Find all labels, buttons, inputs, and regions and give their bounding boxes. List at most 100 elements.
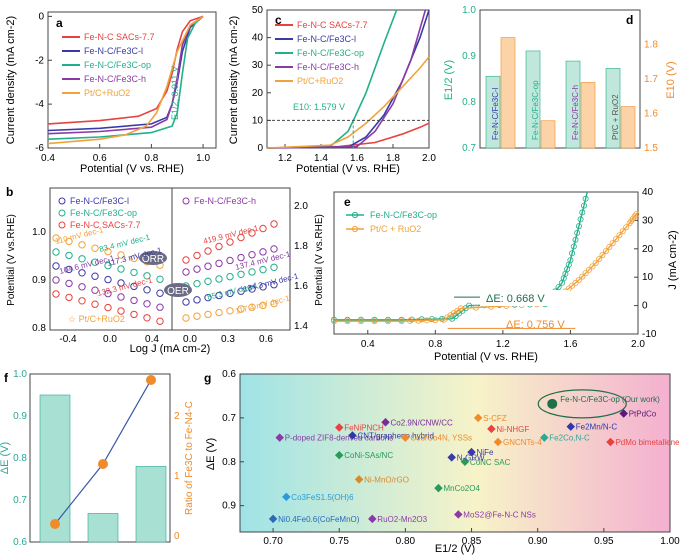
series-marker: [577, 216, 584, 223]
y-tick-label: 0.7: [222, 413, 236, 424]
oer-marker: [193, 265, 201, 273]
y-tick-label-left: 1.0: [32, 227, 46, 238]
scatter-label: Co3FeS1.5(OH)6: [291, 493, 354, 502]
panel-a-letter: a: [56, 16, 63, 30]
oer-marker: [215, 291, 223, 300]
oer-marker: [248, 268, 256, 276]
series-marker: [567, 257, 574, 264]
series-marker: [572, 279, 579, 286]
orr-marker: [143, 286, 151, 294]
scatter-label: CoNi-SAs/NC: [344, 451, 393, 460]
scatter-label: PdMo bimetallene: [615, 438, 680, 447]
x-tick-label: 2.0: [631, 339, 645, 350]
y-tick-label-left: 0.8: [13, 453, 27, 464]
scatter-point: [268, 514, 278, 524]
legend-label: Fe-N-C/Fe3C-h: [194, 196, 256, 206]
y-tick-label: 0: [38, 11, 44, 22]
oer-marker: [270, 263, 278, 271]
scatter-label: GNCNTs-4: [503, 438, 542, 447]
legend-label: Fe-N-C/Fe3C-op: [84, 60, 151, 70]
oer-marker: [237, 270, 245, 279]
scatter-label: N-GRW: [457, 453, 485, 462]
x-tick-label: 1.2: [496, 339, 510, 350]
x-tick-label: 0.95: [594, 536, 614, 547]
y-tick-label-left: 1.0: [13, 369, 27, 380]
oer-marker: [248, 251, 256, 259]
oer-marker: [270, 281, 278, 289]
oer-marker: [215, 259, 223, 268]
legend-label: Fe-N-C/Fe3C-h: [297, 62, 359, 72]
panel-e-chart: e 0.4 0.8 1.2 1.6 2.0-10 0 10 20 30 40 Fe-N-C/Fe3…: [331, 187, 679, 363]
orr-marker: [65, 265, 73, 274]
scatter-label: CNT/graphene hybrid: [357, 431, 433, 440]
series-marker: [579, 273, 586, 280]
scatter-label: Ni-NHGF: [496, 425, 529, 434]
series-marker: [555, 284, 562, 291]
orr-marker: [117, 265, 125, 273]
oer-marker: [226, 289, 234, 298]
scatter-label: Fe2Mn/N-C: [576, 423, 618, 432]
delta-e-bar: [39, 394, 71, 543]
panel-a-annotation: E1/2: 0.911 V: [170, 66, 180, 120]
oer-marker: [259, 265, 267, 274]
oer-marker: [259, 283, 267, 291]
panel-c-frame: [266, 9, 430, 149]
scatter-label: MnCo2O4: [443, 484, 480, 493]
series-marker: [602, 248, 609, 255]
panel-b-ylabel-right: Potential (V vs.RHE): [314, 214, 325, 306]
y-tick-label-right: 2: [174, 411, 180, 422]
legend-label: Fe-N-C SACs-7.7: [297, 20, 368, 30]
y-tick-label-left: 0.9: [462, 51, 476, 62]
y-tick-label-right: 1.6: [294, 281, 308, 292]
scatter-point: [434, 483, 443, 493]
series-marker: [408, 316, 415, 323]
x-tick-label: 0.4: [145, 334, 159, 345]
y-tick-label: 0: [642, 301, 648, 312]
series-line: [266, 9, 427, 149]
x-tick-label: 0.90: [528, 536, 548, 547]
oer-marker: [259, 224, 267, 233]
series-marker: [579, 209, 586, 216]
orr-badge: [139, 251, 167, 265]
y-tick-label-left: 1.0: [462, 5, 476, 16]
series-line: [47, 15, 204, 145]
x-tick-label: -0.4: [59, 334, 77, 345]
bar-category-label: Fe-N-C/Fe3C-h: [571, 85, 580, 140]
series-marker: [331, 318, 337, 325]
y-tick-label: 0.9: [222, 501, 236, 512]
orr-marker: [130, 296, 138, 305]
bar-e10: [540, 120, 556, 149]
series-marker: [572, 236, 579, 243]
legend-label: Fe-N-C/Fe3C-h: [84, 74, 146, 84]
oer-badge-label: OER: [167, 286, 189, 297]
y-tick-label: 40: [252, 33, 264, 44]
series-marker: [570, 243, 577, 250]
orr-marker: [52, 290, 60, 298]
scatter-label: CoNC SAC: [470, 458, 511, 467]
panel-e-frame: [333, 191, 639, 335]
ptc-legend-label: ☆ Pt/C+RuO2: [68, 314, 125, 324]
series-marker: [582, 195, 589, 202]
bar-e12: [605, 68, 621, 149]
x-tick-label: 0.3: [221, 334, 235, 345]
orr-marker: [52, 234, 60, 242]
series-marker: [398, 318, 405, 325]
scatter-label: FeNiPNCH: [344, 424, 384, 433]
orr-marker: [65, 279, 73, 288]
legend-marker: [351, 225, 359, 233]
legend-label: Pt/C+RuO2: [84, 88, 130, 98]
panel-d-chart: d 0.7 0.8 0.9 1.0 1.5 1.6 1.7 1.8 Fe-N-C/Fe3C-l…: [443, 5, 677, 154]
oer-marker: [237, 233, 245, 242]
orr-marker: [104, 303, 112, 312]
scatter-label: S-CFZ: [483, 414, 507, 423]
orr-marker: [78, 241, 86, 249]
scatter-label: P-doped ZIF8-derived carbons: [285, 434, 394, 443]
panel-g-xlabel: E1/2 (V): [435, 543, 475, 555]
y-tick-label-right: 0: [174, 531, 180, 542]
y-tick-label-left: 0.9: [13, 411, 27, 422]
scatter-point: [275, 433, 284, 442]
series-marker: [616, 232, 623, 239]
y-tick-label-right: 1.8: [644, 40, 658, 51]
series-marker: [589, 263, 596, 270]
orr-marker: [130, 268, 138, 277]
